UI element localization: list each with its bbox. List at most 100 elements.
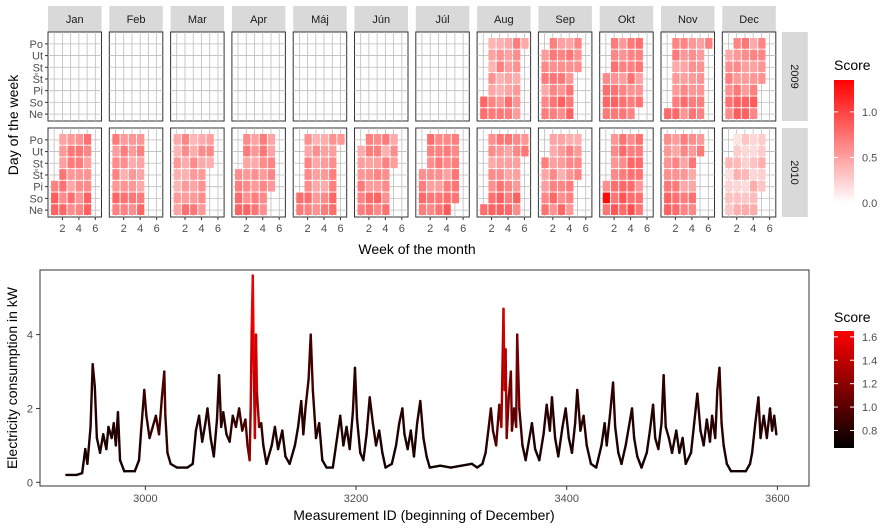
heatmap-cell — [443, 157, 451, 169]
month-strip-label: Aug — [494, 14, 514, 26]
series-segment — [309, 333, 315, 392]
heatmap-cell — [488, 84, 496, 96]
week-tick-label: 2 — [734, 223, 740, 235]
heatmap-cell — [664, 157, 672, 169]
heatmap-cell — [705, 38, 713, 49]
heatmap-cell — [320, 134, 329, 145]
heatmap-cell — [696, 49, 705, 61]
month-strip-Apr: Apr — [231, 6, 286, 32]
heatmap-cell — [173, 204, 181, 215]
heatmap-cell — [357, 157, 365, 169]
heatmap-cell — [112, 169, 120, 180]
heatmap-cell — [251, 134, 259, 145]
heatmap-cell — [374, 204, 382, 215]
heatmap-cell — [443, 134, 451, 145]
heatmap-cell — [635, 145, 643, 157]
heatmap-cell — [181, 134, 190, 145]
heatmap-cell — [198, 134, 206, 145]
heatmap-cell — [566, 157, 574, 169]
series-segment — [353, 366, 359, 421]
series-segment — [662, 374, 667, 429]
heatmap-cell — [566, 169, 574, 180]
heatmap-cell — [374, 134, 382, 145]
heatmap-cell — [557, 38, 566, 49]
series-segment — [538, 433, 545, 462]
month-strip-Júl: Júl — [415, 6, 470, 32]
heatmap-cell — [128, 169, 137, 180]
heatmap-cell — [173, 134, 181, 145]
heatmap-cell — [504, 38, 513, 49]
heatmap-cell — [137, 180, 145, 192]
y-tick-label: 2 — [27, 403, 33, 415]
series-segment — [217, 374, 223, 429]
heatmap-cell — [574, 145, 582, 157]
heatmap-cell — [496, 169, 504, 180]
heatmap-cell — [206, 134, 214, 145]
month-strip-bg — [170, 6, 225, 32]
heatmap-cell — [312, 157, 320, 169]
heatmap-panel-2010-Sep — [537, 127, 593, 218]
heatmap-cell — [627, 145, 635, 157]
heatmap-cell — [320, 145, 329, 157]
series-segment — [304, 377, 310, 410]
heatmap-cell — [181, 204, 190, 215]
heatmap-cell — [557, 192, 566, 204]
week-tick-label: 2 — [59, 223, 65, 235]
heatmap-cell — [574, 61, 582, 73]
heatmap-cell — [541, 204, 549, 215]
series-segment — [570, 422, 577, 454]
week-tick-label: 6 — [460, 223, 466, 235]
series-segment — [237, 407, 244, 432]
series-segment — [744, 462, 752, 473]
heatmap-cell — [496, 73, 504, 84]
series-segment — [714, 388, 719, 440]
heatmap-cell — [733, 134, 741, 145]
series-segment — [428, 464, 442, 469]
series-segment — [118, 458, 126, 473]
week-tick-label: 4 — [198, 223, 204, 235]
series-segment — [254, 333, 259, 395]
series-segment — [163, 370, 167, 418]
heatmap-cell — [635, 157, 643, 169]
heatmap-cell — [733, 145, 741, 157]
month-strip-label: Feb — [127, 14, 146, 26]
line-legend-tick-label: 1.4 — [862, 355, 877, 367]
heatmap-cell — [267, 180, 276, 192]
heatmap-cell — [680, 145, 688, 157]
heatmap-cell — [725, 96, 733, 108]
heatmap-cell — [488, 61, 496, 73]
heatmap-cell — [304, 204, 312, 215]
heatmap-cell — [688, 84, 696, 96]
heatmap-cell — [557, 169, 566, 180]
series-segment — [191, 429, 198, 466]
month-strip-bg — [48, 6, 102, 32]
heatmap-cell — [390, 134, 398, 145]
heatmap-cell — [758, 157, 766, 169]
heatmap-cell — [635, 73, 643, 84]
heatmap-cell — [672, 169, 680, 180]
day-tick-label: Ne — [29, 205, 43, 217]
heatmap-cell — [112, 192, 120, 204]
heatmap-cell — [750, 134, 758, 145]
heatmap-cell — [680, 61, 688, 73]
heatmap-cell — [198, 192, 206, 204]
series-segment — [640, 451, 648, 469]
line-legend-colorbar — [834, 331, 854, 448]
heatmap-cell — [382, 192, 390, 204]
heatmap-cell — [137, 134, 145, 145]
heatmap-cell — [619, 204, 627, 215]
heatmap-cell — [259, 192, 267, 204]
heatmap-cell — [619, 84, 627, 96]
heatmap-cell — [557, 145, 566, 157]
heatmap-cell — [83, 145, 92, 157]
heatmap-cell — [696, 145, 705, 157]
heatmap-cell — [627, 49, 635, 61]
year-strip-bg — [781, 32, 808, 121]
heatmap-cell — [566, 145, 574, 157]
heatmap-cell — [627, 134, 635, 145]
heatmap-cell — [664, 180, 672, 192]
series-segment — [718, 366, 723, 425]
heatmap-cell — [382, 204, 390, 215]
heatmap-cell — [112, 180, 120, 192]
series-segment — [636, 455, 643, 469]
